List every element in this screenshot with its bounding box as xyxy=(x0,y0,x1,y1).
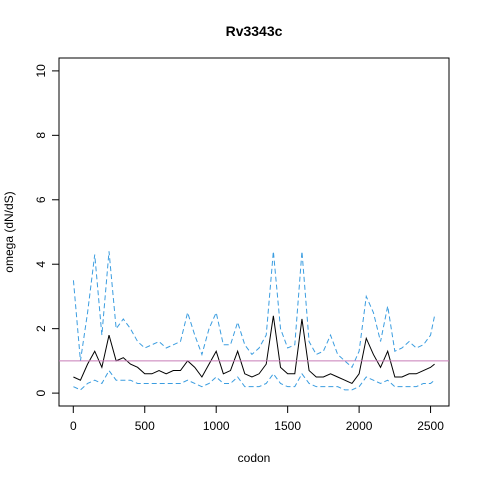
x-tick-label: 2500 xyxy=(417,419,444,433)
y-tick-label: 0 xyxy=(34,389,48,396)
x-tick-label: 1000 xyxy=(203,419,230,433)
x-tick-label: 1500 xyxy=(274,419,301,433)
chart-title: Rv3343c xyxy=(226,23,283,39)
series-line xyxy=(72,251,436,369)
x-axis-label: codon xyxy=(238,451,271,465)
y-tick-label: 4 xyxy=(34,261,48,268)
x-tick-label: 500 xyxy=(135,419,155,433)
y-tick-label: 6 xyxy=(34,196,48,203)
y-axis-label: omega (dN/dS) xyxy=(2,191,16,272)
plot-frame xyxy=(58,57,450,407)
y-tick-label: 10 xyxy=(34,64,48,78)
y-tick-label: 2 xyxy=(34,325,48,332)
x-tick-label: 0 xyxy=(70,419,77,433)
y-tick-label: 8 xyxy=(34,132,48,139)
series-line xyxy=(73,315,435,385)
series-line xyxy=(73,369,435,391)
x-tick-label: 2000 xyxy=(346,419,373,433)
